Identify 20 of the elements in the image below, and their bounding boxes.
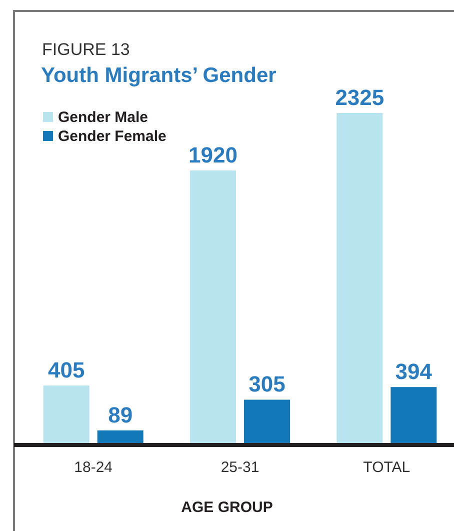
- bar: [336, 113, 383, 443]
- legend-label: Gender Female: [58, 128, 166, 145]
- data-label: 89: [108, 402, 133, 428]
- x-tick-label: 25-31: [220, 459, 260, 476]
- bar: [190, 170, 236, 443]
- data-label: 394: [395, 359, 433, 384]
- x-tick-label: TOTAL: [363, 459, 410, 476]
- bar: [43, 386, 90, 443]
- caption: FIGURE 13: [42, 40, 130, 59]
- data-label: 405: [48, 358, 85, 383]
- bar: [390, 387, 437, 443]
- data-label: 305: [248, 372, 286, 397]
- bar: [97, 430, 144, 443]
- data-label: 1920: [188, 142, 238, 168]
- bar: [244, 400, 290, 443]
- chart-title: Youth Migrants’ Gender: [41, 64, 276, 87]
- data-label: 2325: [335, 85, 384, 110]
- legend-label: Gender Male: [58, 109, 148, 126]
- x-tick-label: 18-24: [74, 459, 113, 476]
- x-axis-title: AGE GROUP: [181, 499, 273, 516]
